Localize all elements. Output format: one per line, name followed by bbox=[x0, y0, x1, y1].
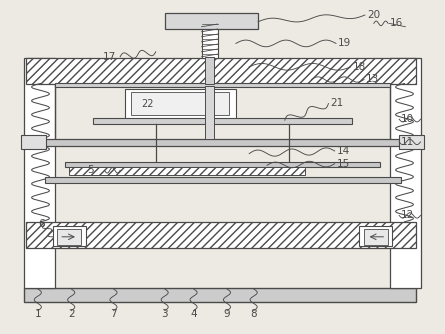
Bar bbox=[399, 135, 424, 149]
Text: 11: 11 bbox=[400, 137, 414, 147]
Text: 4: 4 bbox=[190, 309, 197, 319]
Text: 17: 17 bbox=[102, 52, 116, 62]
Text: 5: 5 bbox=[87, 165, 93, 175]
Text: 2: 2 bbox=[68, 309, 74, 319]
Bar bbox=[69, 167, 305, 175]
Text: 19: 19 bbox=[338, 38, 352, 48]
Bar bbox=[65, 162, 380, 167]
Bar bbox=[57, 229, 81, 245]
Bar bbox=[93, 118, 352, 124]
Bar bbox=[165, 13, 258, 29]
Text: 3: 3 bbox=[162, 309, 168, 319]
Text: 22: 22 bbox=[142, 99, 154, 109]
Text: 13: 13 bbox=[366, 74, 379, 85]
Bar bbox=[205, 57, 214, 84]
Bar bbox=[390, 58, 421, 288]
Bar bbox=[24, 288, 416, 302]
Text: 16: 16 bbox=[389, 18, 403, 28]
Bar bbox=[44, 177, 400, 183]
Text: 12: 12 bbox=[400, 210, 414, 220]
Bar bbox=[24, 58, 55, 288]
Bar bbox=[26, 222, 416, 248]
Text: 8: 8 bbox=[251, 309, 257, 319]
Bar bbox=[131, 92, 229, 115]
Text: 7: 7 bbox=[110, 309, 117, 319]
Bar bbox=[53, 226, 86, 246]
Bar bbox=[21, 135, 46, 149]
Bar bbox=[55, 83, 390, 87]
Text: 9: 9 bbox=[224, 309, 230, 319]
Text: 15: 15 bbox=[336, 159, 350, 169]
Bar bbox=[359, 226, 392, 246]
Bar bbox=[26, 58, 416, 84]
Text: 20: 20 bbox=[367, 10, 380, 20]
Text: 10: 10 bbox=[400, 114, 413, 124]
Text: 1: 1 bbox=[35, 309, 41, 319]
Bar bbox=[125, 89, 236, 119]
Text: 18: 18 bbox=[352, 62, 366, 72]
Bar bbox=[44, 139, 400, 146]
Text: 21: 21 bbox=[330, 98, 344, 108]
Bar bbox=[202, 18, 218, 58]
Bar bbox=[205, 86, 214, 139]
Bar bbox=[364, 229, 388, 245]
Text: 6: 6 bbox=[38, 219, 44, 229]
Text: 14: 14 bbox=[336, 146, 350, 156]
